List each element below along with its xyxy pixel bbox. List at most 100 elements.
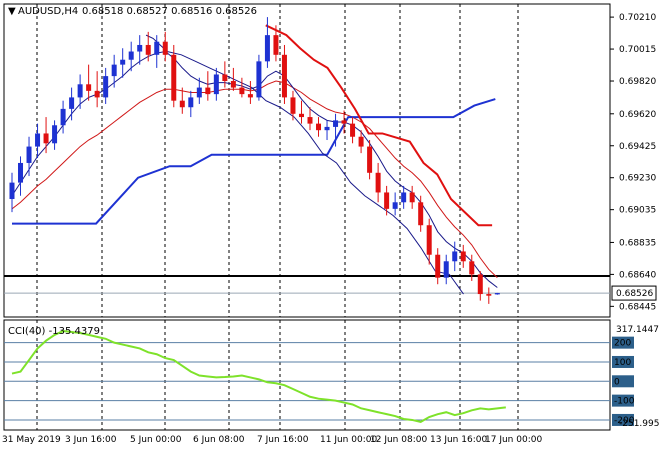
candle-body — [52, 125, 58, 144]
cci-level-label: 200 — [614, 339, 631, 349]
price-tick-label: 0.68445 — [619, 302, 656, 312]
candle-body — [350, 123, 356, 137]
candle-body — [154, 41, 160, 55]
candle-body — [358, 136, 364, 147]
candle-body — [264, 35, 270, 62]
candle-body — [435, 254, 441, 278]
cci-levels: 200 100 0 -100 -200 — [4, 336, 635, 426]
cci-level-label: -200 — [614, 416, 635, 426]
current-price-box — [611, 285, 657, 301]
price-tick-label: 0.69820 — [619, 77, 656, 87]
candle-body — [137, 44, 143, 52]
candle-body — [171, 54, 177, 101]
candle-body — [162, 41, 168, 55]
candle-body — [120, 59, 126, 65]
cci-axis-max: 317.1447 — [616, 325, 659, 335]
price-panel[interactable] — [3, 3, 611, 318]
time-label: 5 Jun 00:00 — [130, 435, 182, 445]
time-label: 17 Jun 00:00 — [485, 435, 542, 445]
candle-body — [384, 192, 390, 209]
candle-body — [43, 133, 49, 144]
time-label: 7 Jun 16:00 — [257, 435, 309, 445]
candle-body — [443, 261, 449, 278]
indicator-lines — [11, 24, 498, 295]
channel-upper-line — [145, 34, 464, 295]
price-tick-label: 0.69035 — [619, 206, 656, 216]
candle-body — [213, 74, 219, 95]
candle-body — [333, 120, 339, 127]
candle-body — [273, 35, 279, 55]
candle-body — [494, 293, 500, 295]
candle-body — [196, 87, 202, 98]
candle-body — [222, 74, 228, 82]
channel-lower-line — [12, 98, 496, 225]
time-label: 3 Jun 16:00 — [65, 435, 117, 445]
candle-body — [77, 84, 83, 98]
candle-body — [324, 126, 330, 131]
title-arrow: ▼ — [8, 6, 16, 17]
price-tick-label: 0.69425 — [619, 142, 656, 152]
time-label: 31 May 2019 — [2, 435, 61, 445]
candle-body — [418, 202, 424, 226]
candle-body — [469, 261, 475, 275]
candle-body — [460, 251, 466, 262]
candles[interactable] — [9, 17, 500, 304]
candle-body — [69, 97, 75, 109]
price-tick-label: 0.70015 — [619, 45, 656, 55]
cci-level-label: 100 — [614, 358, 631, 368]
candle-body — [409, 192, 415, 203]
candle-body — [18, 162, 24, 183]
cci-level-box — [612, 355, 634, 368]
cci-level-label: -100 — [614, 397, 635, 407]
candle-body — [486, 294, 492, 296]
candle-body — [477, 274, 483, 295]
ma-fast-line — [11, 50, 498, 288]
candle-body — [401, 192, 407, 203]
time-label: 6 Jun 08:00 — [193, 435, 245, 445]
candle-body — [230, 81, 236, 88]
cci-level-box — [612, 394, 634, 407]
candle-body — [111, 64, 117, 77]
price-tick-label: 0.69620 — [619, 110, 656, 120]
price-tick-label: 0.68835 — [619, 238, 656, 248]
cci-level-box — [612, 375, 634, 388]
candle-body — [307, 117, 313, 124]
candle-body — [452, 251, 458, 262]
grid-lines — [36, 4, 519, 430]
candle-body — [341, 120, 347, 124]
time-label: 12 Jun 08:00 — [370, 435, 427, 445]
current-price-label: 0.68526 — [616, 289, 653, 299]
price-tick-label: 0.70210 — [619, 13, 656, 23]
candle-body — [26, 146, 32, 163]
candle-body — [298, 113, 304, 118]
candle-body — [256, 61, 262, 98]
candle-body — [247, 94, 253, 98]
candle-body — [290, 97, 296, 114]
cci-line — [11, 330, 506, 423]
candle-body — [367, 146, 373, 173]
candle-body — [94, 90, 100, 98]
cci-label: CCI(40) -135.4379 — [8, 326, 100, 337]
ohlc-readout: 0.68518 0.68527 0.68516 0.68526 — [82, 6, 257, 17]
candle-body — [281, 54, 287, 98]
cci-axis-min: -251.9958 — [619, 419, 660, 429]
candle-body — [205, 87, 211, 95]
candle-body — [179, 100, 185, 108]
candle-body — [392, 202, 398, 209]
candle-body — [426, 225, 432, 255]
candle-body — [239, 87, 245, 95]
cci-level-box — [612, 413, 634, 426]
candle-body — [188, 97, 194, 108]
time-axis: 31 May 2019 3 Jun 16:00 5 Jun 00:00 6 Jun 0… — [2, 435, 542, 445]
candle-body — [86, 84, 92, 91]
price-axis: 0.70210 0.70015 0.69820 0.69620 0.69425 0.692… — [4, 13, 657, 312]
price-tick-label: 0.68640 — [619, 270, 656, 280]
candle-body — [316, 123, 322, 131]
candle-body — [128, 51, 134, 60]
resistance-line — [265, 24, 493, 227]
candle-body — [375, 172, 381, 193]
time-label: 13 Jun 16:00 — [430, 435, 487, 445]
candle-body — [145, 44, 151, 55]
time-label: 11 Jun 00:00 — [320, 435, 377, 445]
